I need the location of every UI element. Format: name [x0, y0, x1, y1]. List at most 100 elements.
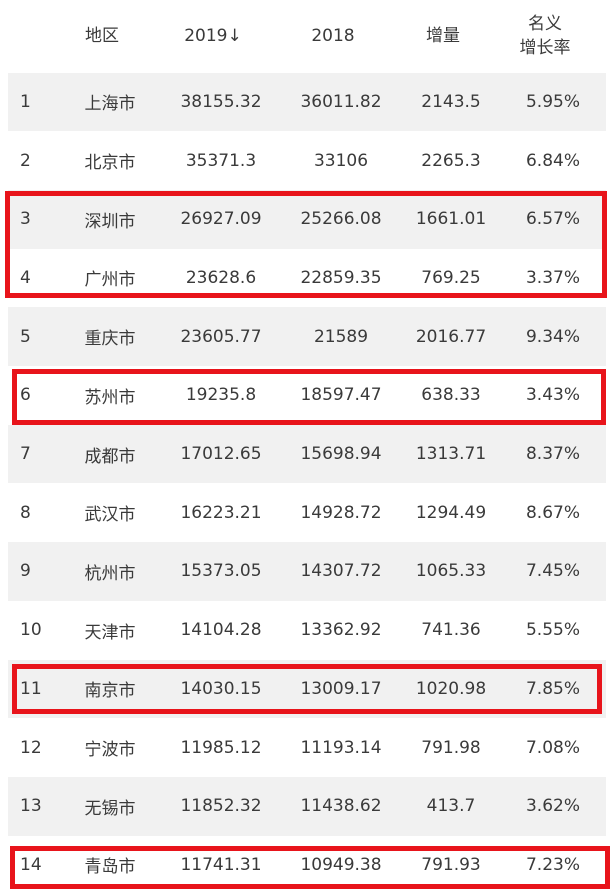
table-header: 地区 2019↓ 2018 增量 名义 增长率: [0, 0, 613, 72]
rank-cell: 9: [20, 561, 31, 582]
value-2019-cell: 16223.21: [180, 502, 262, 523]
city-cell: 武汉市: [84, 505, 136, 526]
table-row: 9 杭州市 15373.05 14307.72 1065.33 7.45%: [8, 542, 606, 601]
city-cell: 天津市: [84, 622, 136, 643]
table-row: 2 北京市 35371.3 33106 2265.3 6.84%: [8, 131, 606, 190]
growth-rate-cell: 7.85%: [525, 678, 580, 699]
value-2019-cell: 11852.32: [180, 796, 262, 817]
header-2018: 2018: [311, 26, 355, 46]
header-growth-rate-line2: 增长率: [519, 38, 571, 58]
city-cell: 深圳市: [84, 211, 136, 232]
value-2019-cell: 14030.15: [180, 678, 262, 699]
rank-cell: 13: [20, 796, 42, 817]
value-2018-cell: 11193.14: [300, 737, 382, 758]
header-region: 地区: [85, 26, 119, 46]
growth-rate-cell: 7.23%: [525, 854, 580, 875]
growth-rate-cell: 6.57%: [525, 209, 580, 230]
table-row: 4 广州市 23628.6 22859.35 769.25 3.37%: [8, 249, 606, 308]
rank-cell: 2: [20, 150, 31, 171]
value-2019-cell: 19235.8: [185, 385, 257, 406]
value-2019-cell: 17012.65: [180, 444, 262, 465]
increase-cell: 1294.49: [415, 502, 487, 523]
growth-rate-cell: 5.55%: [525, 620, 580, 641]
table-row: 14 青岛市 11741.31 10949.38 791.93 7.23%: [8, 836, 606, 894]
value-2018-cell: 13009.17: [300, 678, 382, 699]
rank-cell: 10: [20, 620, 42, 641]
city-cell: 苏州市: [84, 387, 136, 408]
rank-cell: 3: [20, 209, 31, 230]
city-cell: 广州市: [84, 270, 136, 291]
increase-cell: 413.7: [426, 796, 476, 817]
increase-cell: 741.36: [421, 620, 481, 641]
rank-cell: 11: [20, 678, 42, 699]
table-row: 12 宁波市 11985.12 11193.14 791.98 7.08%: [8, 718, 606, 777]
city-cell: 青岛市: [84, 857, 136, 878]
value-2019-cell: 23628.6: [185, 267, 257, 288]
value-2018-cell: 18597.47: [300, 385, 382, 406]
value-2019-cell: 11741.31: [180, 854, 262, 875]
value-2019-cell: 35371.3: [185, 150, 257, 171]
header-increase: 增量: [426, 26, 460, 46]
value-2018-cell: 11438.62: [300, 796, 382, 817]
table-row: 10 天津市 14104.28 13362.92 741.36 5.55%: [8, 601, 606, 660]
growth-rate-cell: 9.34%: [525, 326, 580, 347]
table-row: 3 深圳市 26927.09 25266.08 1661.01 6.57%: [8, 189, 606, 249]
growth-rate-cell: 3.37%: [525, 267, 580, 288]
header-growth-rate-line1: 名义: [528, 14, 562, 34]
increase-cell: 791.93: [421, 854, 481, 875]
increase-cell: 791.98: [421, 737, 481, 758]
city-cell: 无锡市: [84, 798, 136, 819]
city-cell: 杭州市: [84, 563, 136, 584]
city-cell: 上海市: [84, 94, 136, 115]
table-row: 5 重庆市 23605.77 21589 2016.77 9.34%: [8, 307, 606, 366]
growth-rate-cell: 3.43%: [525, 385, 580, 406]
city-cell: 北京市: [84, 153, 136, 174]
value-2019-cell: 14104.28: [180, 620, 262, 641]
city-cell: 宁波市: [84, 740, 136, 761]
table-row: 11 南京市 14030.15 13009.17 1020.98 7.85%: [8, 659, 606, 719]
increase-cell: 638.33: [421, 385, 481, 406]
growth-rate-cell: 7.45%: [525, 561, 580, 582]
table-row: 1 上海市 38155.32 36011.82 2143.5 5.95%: [8, 72, 606, 132]
value-2019-cell: 38155.32: [180, 91, 262, 112]
table-row: 7 成都市 17012.65 15698.94 1313.71 8.37%: [8, 424, 606, 484]
rank-cell: 8: [20, 502, 31, 523]
rank-cell: 14: [20, 854, 42, 875]
value-2018-cell: 36011.82: [300, 91, 382, 112]
value-2019-cell: 26927.09: [180, 209, 262, 230]
rank-cell: 5: [20, 326, 31, 347]
increase-cell: 1020.98: [415, 678, 487, 699]
value-2018-cell: 14307.72: [300, 561, 382, 582]
value-2018-cell: 22859.35: [300, 267, 382, 288]
city-cell: 成都市: [84, 446, 136, 467]
growth-rate-cell: 8.67%: [525, 502, 580, 523]
table-row: 8 武汉市 16223.21 14928.72 1294.49 8.67%: [8, 483, 606, 542]
value-2018-cell: 14928.72: [300, 502, 382, 523]
increase-cell: 1313.71: [415, 444, 487, 465]
value-2018-cell: 21589: [313, 326, 369, 347]
increase-cell: 2143.5: [421, 91, 481, 112]
rank-cell: 7: [20, 444, 31, 465]
table-row: 13 无锡市 11852.32 11438.62 413.7 3.62%: [8, 776, 606, 836]
city-cell: 重庆市: [84, 329, 136, 350]
value-2018-cell: 13362.92: [300, 620, 382, 641]
increase-cell: 1661.01: [415, 209, 487, 230]
growth-rate-cell: 5.95%: [525, 91, 580, 112]
value-2018-cell: 10949.38: [300, 854, 382, 875]
header-2019-sort[interactable]: 2019↓: [184, 26, 242, 46]
increase-cell: 1065.33: [415, 561, 487, 582]
value-2019-cell: 11985.12: [180, 737, 262, 758]
city-cell: 南京市: [84, 681, 136, 702]
growth-rate-cell: 3.62%: [525, 796, 580, 817]
growth-rate-cell: 8.37%: [525, 444, 580, 465]
increase-cell: 2016.77: [415, 326, 487, 347]
value-2018-cell: 15698.94: [300, 444, 382, 465]
value-2018-cell: 25266.08: [300, 209, 382, 230]
rank-cell: 12: [20, 737, 42, 758]
growth-rate-cell: 6.84%: [525, 150, 580, 171]
table-row: 6 苏州市 19235.8 18597.47 638.33 3.43%: [8, 366, 606, 425]
header-growth-rate: 名义 增长率: [495, 0, 595, 72]
rank-cell: 1: [20, 91, 31, 112]
increase-cell: 769.25: [421, 267, 481, 288]
value-2018-cell: 33106: [313, 150, 369, 171]
